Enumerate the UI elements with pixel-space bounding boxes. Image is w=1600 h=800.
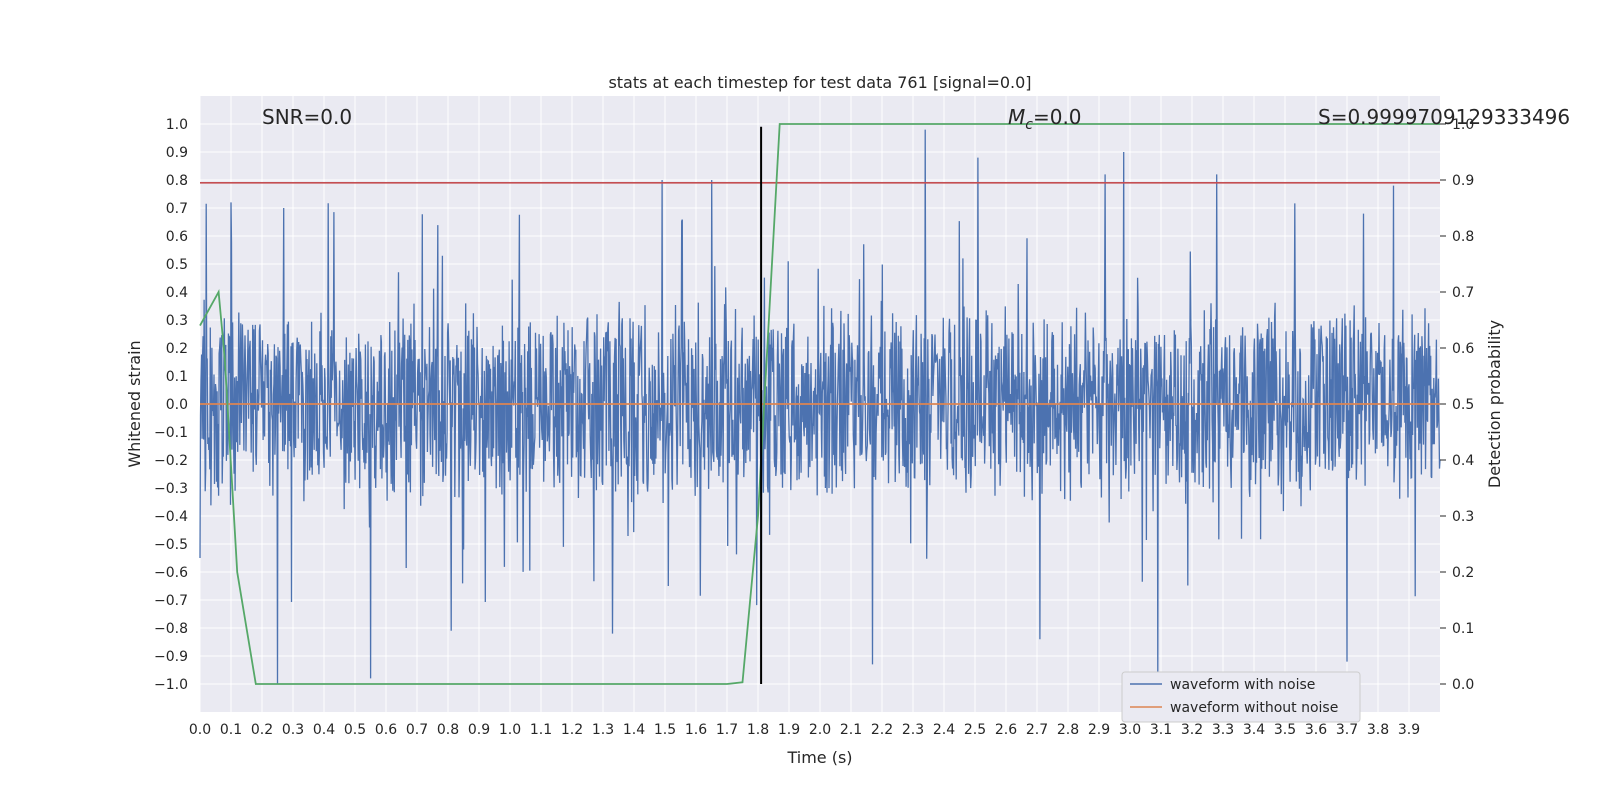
snr-annotation: SNR=0.0: [262, 105, 352, 129]
x-tick-label: 0.9: [468, 722, 490, 738]
mc-subscript: c: [1025, 117, 1033, 133]
y-tick-label: −0.4: [154, 509, 188, 525]
y2-tick-label: 0.3: [1452, 509, 1474, 525]
x-tick-label: 2.0: [809, 722, 831, 738]
x-tick-label: 1.3: [592, 722, 614, 738]
y2-tick-label: 0.6: [1452, 341, 1474, 357]
y2-tick-label: 0.7: [1452, 285, 1474, 301]
y-tick-label: 0.0: [166, 397, 188, 413]
x-tick-label: 3.6: [1305, 722, 1327, 738]
x-tick-label: 1.2: [561, 722, 583, 738]
y2-tick-label: 0.4: [1452, 453, 1474, 469]
x-tick-label: 1.9: [778, 722, 800, 738]
y-tick-label: −0.1: [154, 425, 188, 441]
x-tick-label: 2.6: [995, 722, 1017, 738]
x-tick-label: 2.4: [933, 722, 955, 738]
y-tick-label: −0.6: [154, 565, 188, 581]
y-tick-label: 0.3: [166, 313, 188, 329]
y2-tick-label: 0.2: [1452, 565, 1474, 581]
y2-tick-label: 1.0: [1452, 117, 1474, 133]
x-tick-label: 0.1: [220, 722, 242, 738]
x-tick-label: 2.7: [1026, 722, 1048, 738]
waveform-with-noise-line: [199, 129, 1441, 685]
x-tick-label: 2.9: [1088, 722, 1110, 738]
x-tick-label: 2.5: [964, 722, 986, 738]
legend-box: [1121, 671, 1361, 723]
x-tick-label: 3.1: [1150, 722, 1172, 738]
y-tick-label: −0.7: [154, 593, 188, 609]
x-tick-label: 0.5: [344, 722, 366, 738]
x-tick-label: 0.8: [437, 722, 459, 738]
y-tick-label: 0.2: [166, 341, 188, 357]
x-tick-label: 2.2: [871, 722, 893, 738]
x-tick-label: 0.3: [282, 722, 304, 738]
y2-tick-label: 0.0: [1452, 677, 1474, 693]
x-tick-label: 0.7: [406, 722, 428, 738]
y-tick-label: 0.9: [166, 145, 188, 161]
x-tick-label: 0.6: [375, 722, 397, 738]
x-tick-label: 0.2: [251, 722, 273, 738]
y2-tick-label: 0.8: [1452, 229, 1474, 245]
mc-symbol: M: [1008, 105, 1025, 129]
y-tick-label: −1.0: [154, 677, 188, 693]
waveform-with-noise-series: [199, 129, 1441, 685]
y-tick-label: −0.5: [154, 537, 188, 553]
x-tick-label: 1.0: [499, 722, 521, 738]
y2-tick-label: 0.1: [1452, 621, 1474, 637]
x-tick-label: 2.1: [840, 722, 862, 738]
x-tick-label: 3.3: [1212, 722, 1234, 738]
x-tick-label: 0.4: [313, 722, 335, 738]
x-axis-label: Time (s): [786, 748, 852, 767]
x-tick-label: 1.1: [530, 722, 552, 738]
x-tick-label: 1.7: [716, 722, 738, 738]
y-tick-label: 0.5: [166, 257, 188, 273]
detection-probability-line: [199, 123, 1440, 685]
mc-value: =0.0: [1033, 105, 1082, 129]
x-tick-label: 1.6: [685, 722, 707, 738]
y-tick-label: 0.4: [166, 285, 188, 301]
x-tick-label: 3.9: [1398, 722, 1420, 738]
x-tick-label: 2.8: [1057, 722, 1079, 738]
x-tick-label: 3.8: [1367, 722, 1389, 738]
y2-axis-label: Detection probability: [1485, 320, 1504, 488]
x-tick-label: 1.8: [747, 722, 769, 738]
y-tick-label: −0.8: [154, 621, 188, 637]
y-tick-label: 0.1: [166, 369, 188, 385]
y-tick-label: −0.3: [154, 481, 188, 497]
x-tick-label: 3.0: [1119, 722, 1141, 738]
y-tick-label: −0.9: [154, 649, 188, 665]
x-tick-label: 2.3: [902, 722, 924, 738]
y2-tick-label: 0.9: [1452, 173, 1474, 189]
x-tick-label: 3.4: [1243, 722, 1265, 738]
y-tick-label: 0.7: [166, 201, 188, 217]
chart-title: stats at each timestep for test data 761…: [608, 73, 1031, 92]
y-axis-label: Whitened strain: [125, 340, 144, 467]
y-tick-label: 0.8: [166, 173, 188, 189]
y2-tick-label: 0.5: [1452, 397, 1474, 413]
legend: waveform with noise waveform without noi…: [1121, 671, 1361, 723]
x-tick-label: 3.5: [1274, 722, 1296, 738]
y-tick-label: −0.2: [154, 453, 188, 469]
legend-label-noise: waveform with noise: [1170, 677, 1315, 693]
x-tick-label: 3.2: [1181, 722, 1203, 738]
x-tick-label: 1.4: [623, 722, 645, 738]
mc-annotation: Mc=0.0: [1008, 105, 1082, 133]
y-tick-label: 1.0: [166, 117, 188, 133]
legend-label-clean: waveform without noise: [1170, 700, 1338, 716]
x-tick-label: 0.0: [189, 722, 211, 738]
x-tick-label: 1.5: [654, 722, 676, 738]
s-annotation: S=0.9999709129333496: [1318, 105, 1570, 129]
x-tick-label: 3.7: [1336, 722, 1358, 738]
y-tick-label: 0.6: [166, 229, 188, 245]
